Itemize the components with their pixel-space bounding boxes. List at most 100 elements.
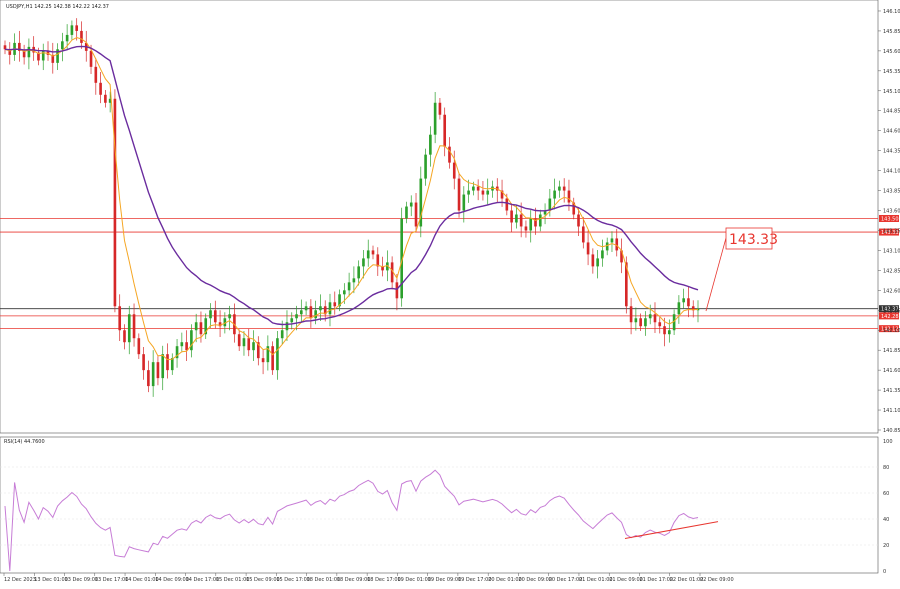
candle-body [443,114,447,147]
rsi-label-text: RSI(14) 44.7600 [4,439,45,445]
candle-body [658,322,662,327]
candle-body [228,314,231,319]
candle-body [104,94,107,103]
candle-body [610,238,614,243]
level-label: 143.33 [881,230,899,236]
candle-body [256,342,260,359]
price-tick-label: 141.60 [883,368,900,374]
candle-body [70,25,74,35]
candle-body [343,290,346,295]
ma-slow-line [4,45,699,326]
candle-body [448,146,451,163]
candle-body [548,198,552,211]
candle-body [476,186,480,191]
candle-body [558,186,561,191]
candle-body [438,102,442,115]
callout-box [725,227,773,250]
time-tick-label: 19 Dec 17:00 [458,577,492,583]
candle-body [185,342,188,351]
candle-body [653,314,657,323]
candle-body [371,250,375,255]
candle-body [213,310,217,323]
price-tick-label: 142.85 [883,268,900,274]
candle-body [390,262,394,283]
price-tick-label: 144.10 [883,169,900,175]
candle-body [529,218,533,231]
candle-body [261,358,265,363]
candle-body [347,282,351,291]
time-tick-label: 12 Dec 2023 [4,577,36,583]
candle-body [333,302,337,307]
candle-body [8,49,12,55]
candle-body [65,34,69,42]
time-tick-label: 21 Dec 17:00 [639,577,673,583]
time-tick-label: 13 Dec 09:00 [65,577,99,583]
candle-body [381,266,384,271]
price-tick-label: 143.85 [883,189,900,195]
candle-body [209,310,212,319]
ma-fast-line [4,36,699,361]
candle-body [682,298,685,303]
rsi-tick-label: 100 [883,439,893,445]
candle-body [27,46,31,58]
candle-body [505,198,509,211]
candle-body [357,266,360,279]
candle-body [615,238,619,251]
candle-body [510,210,513,223]
candle-body [634,318,638,323]
candle-body [457,178,461,211]
price-tick-label: 144.35 [883,149,900,155]
candle-body [586,242,590,255]
candle-body [581,226,585,243]
candle-body [323,306,327,315]
candle-body [295,314,298,319]
level-tag [879,214,899,222]
level-label: 142.37 [881,307,899,313]
candle-body [538,214,542,227]
candle-body [472,186,475,191]
candle-body [300,310,303,315]
candle-body [624,262,628,307]
time-tick-label: 20 Dec 01:00 [488,577,522,583]
candle-body [156,362,160,379]
candle-body [452,162,456,179]
time-tick-label: 15 Dec 09:00 [246,577,280,583]
candle-body [553,190,556,199]
time-tick-label: 15 Dec 01:00 [216,577,250,583]
candle-body [328,302,332,315]
price-tick-label: 145.10 [883,89,900,95]
candle-body [132,314,136,339]
candle-body [366,250,370,259]
candle-body [137,338,141,355]
rsi-tick-label: 20 [883,543,889,549]
candle-body [462,194,466,211]
rsi-indicator: 100 80 60 40 20 0 [0,439,893,575]
candle-body [639,318,642,327]
candle-body [99,82,102,95]
level-tag [879,325,899,333]
moving-averages [4,36,699,361]
candle-body [663,326,666,335]
candle-body [429,134,432,155]
candle-body [37,52,40,61]
time-tick-label: 20 Dec 09:00 [518,577,552,583]
time-tick-label: 13 Dec 17:00 [95,577,129,583]
candle-body [414,202,418,227]
candle-body [376,254,380,267]
time-tick-label: 14 Dec 09:00 [155,577,189,583]
price-tick-label: 141.85 [883,348,900,354]
candle-body [190,330,193,351]
candle-body [94,66,98,83]
candle-body [161,354,165,379]
price-tick-label: 141.35 [883,388,900,394]
candle-body [352,278,356,283]
candle-body [204,318,208,335]
candle-body [276,338,279,371]
level-tag [879,305,899,313]
candle-body [515,214,518,223]
candle-body [56,49,59,63]
candle-body [271,346,274,371]
candle-body [677,302,681,315]
candle-body [481,190,485,195]
